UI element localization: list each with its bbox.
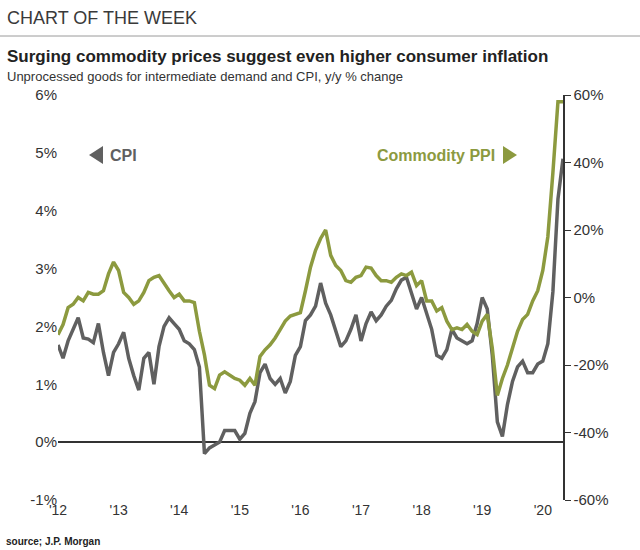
svg-text:'17: '17 (352, 502, 370, 518)
svg-text:Surging commodity prices sugge: Surging commodity prices suggest even hi… (7, 47, 548, 66)
svg-text:3%: 3% (35, 260, 57, 277)
svg-text:CHART OF THE WEEK: CHART OF THE WEEK (7, 8, 197, 28)
svg-text:-1%: -1% (30, 491, 57, 508)
svg-text:-20%: -20% (574, 356, 609, 373)
svg-text:40%: 40% (574, 154, 604, 171)
svg-text:6%: 6% (35, 86, 57, 103)
svg-text:'20: '20 (534, 502, 552, 518)
svg-text:0%: 0% (35, 433, 57, 450)
svg-text:1%: 1% (35, 376, 57, 393)
svg-text:20%: 20% (574, 221, 604, 238)
svg-text:-40%: -40% (574, 424, 609, 441)
svg-text:4%: 4% (35, 202, 57, 219)
svg-text:'19: '19 (473, 502, 491, 518)
svg-text:Commodity PPI: Commodity PPI (377, 147, 495, 164)
svg-text:5%: 5% (35, 144, 57, 161)
svg-text:'12: '12 (49, 502, 67, 518)
svg-text:-60%: -60% (574, 491, 609, 508)
svg-text:'18: '18 (412, 502, 430, 518)
svg-text:'13: '13 (109, 502, 127, 518)
svg-text:2%: 2% (35, 318, 57, 335)
svg-text:Unprocessed goods for intermed: Unprocessed goods for intermediate deman… (7, 69, 403, 84)
svg-text:CPI: CPI (110, 147, 137, 164)
svg-text:'15: '15 (231, 502, 249, 518)
svg-text:0%: 0% (574, 289, 596, 306)
svg-text:'14: '14 (170, 502, 188, 518)
svg-text:60%: 60% (574, 86, 604, 103)
svg-text:'16: '16 (291, 502, 309, 518)
svg-text:source; J.P. Morgan: source; J.P. Morgan (6, 536, 100, 547)
